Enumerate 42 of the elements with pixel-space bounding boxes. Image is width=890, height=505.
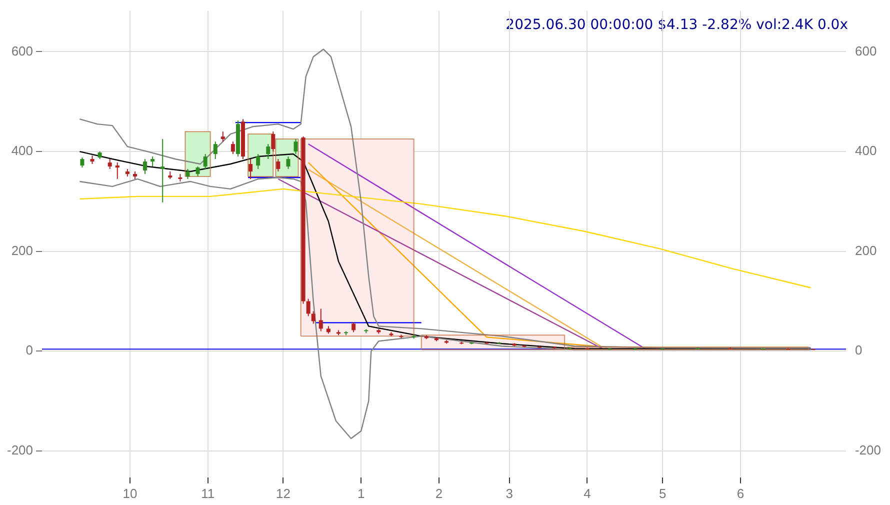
candlestick (220, 131, 225, 142)
candlestick (115, 162, 120, 180)
x-tick-label: 2 (435, 486, 443, 501)
y2-tick-label: 600 (854, 43, 877, 58)
x-tick-label: 1 (357, 486, 365, 501)
candlestick (160, 138, 165, 203)
y-tick-label: 600 (11, 43, 34, 58)
x-tick-label: 4 (584, 486, 591, 501)
candlestick (248, 158, 253, 180)
candlestick (80, 157, 84, 168)
candlestick (196, 166, 200, 177)
y-tick-label: 0 (26, 342, 34, 358)
candlestick (150, 156, 155, 167)
candlestick (186, 168, 190, 180)
candlestick (306, 298, 310, 317)
candlestick (276, 158, 280, 172)
y2-tick-label: 200 (854, 242, 877, 258)
candlestick (230, 141, 235, 155)
y-tick-label: 200 (11, 242, 34, 258)
x-tick-label: 10 (122, 486, 138, 501)
x-tick-label: 3 (506, 486, 513, 501)
candlestick (271, 131, 276, 152)
candlestick (266, 144, 270, 160)
x-tick-label: 5 (658, 486, 666, 501)
x-tick-label: 12 (276, 486, 290, 501)
candlestick (311, 310, 316, 324)
y-tick-label: -200 (6, 442, 34, 458)
candlestick (318, 308, 323, 332)
y2-tick-label: 0 (854, 342, 862, 358)
candlestick (108, 158, 112, 170)
candlestick (352, 322, 356, 333)
x-tick-label: 6 (736, 486, 744, 501)
candlestick (256, 154, 260, 170)
y2-tick-label: 400 (854, 143, 877, 158)
candlestick (286, 156, 290, 170)
candlestick (203, 154, 208, 170)
candlestick (143, 158, 148, 174)
y2-tick-label: -200 (854, 442, 882, 458)
y-tick-label: 400 (11, 143, 34, 158)
candlestick (294, 138, 298, 155)
x-tick-label: 11 (201, 486, 215, 501)
candlestick (213, 141, 218, 160)
